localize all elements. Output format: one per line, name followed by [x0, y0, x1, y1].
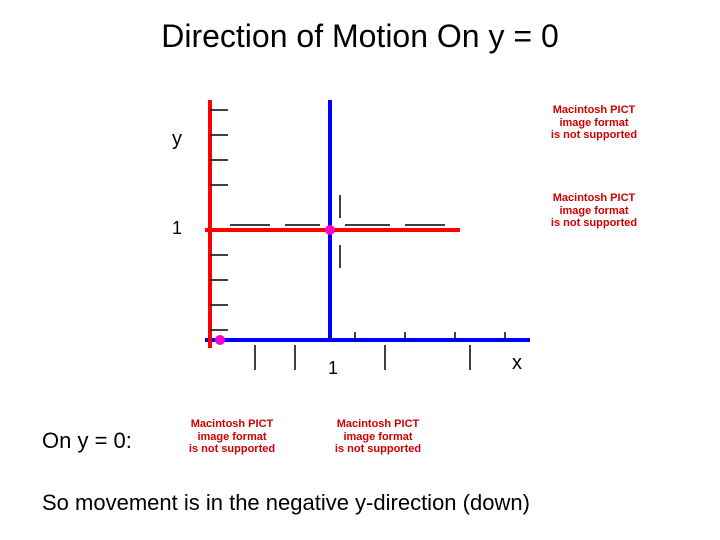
pict-error-3: Macintosh PICTimage formatis not support…	[172, 418, 292, 456]
y-axis-label: y	[172, 128, 182, 151]
phase-chart	[190, 90, 540, 370]
footer-text: So movement is in the negative y-directi…	[42, 490, 530, 516]
caption-text: On y = 0:	[42, 428, 132, 454]
x-tick-1: 1	[328, 358, 338, 379]
y-tick-1: 1	[172, 218, 182, 239]
pict-error-2: Macintosh PICTimage formatis not support…	[534, 192, 654, 230]
page-title: Direction of Motion On y = 0	[0, 18, 720, 55]
pict-error-4: Macintosh PICTimage formatis not support…	[318, 418, 438, 456]
pict-error-1: Macintosh PICTimage formatis not support…	[534, 104, 654, 142]
x-axis-label: x	[512, 352, 522, 375]
